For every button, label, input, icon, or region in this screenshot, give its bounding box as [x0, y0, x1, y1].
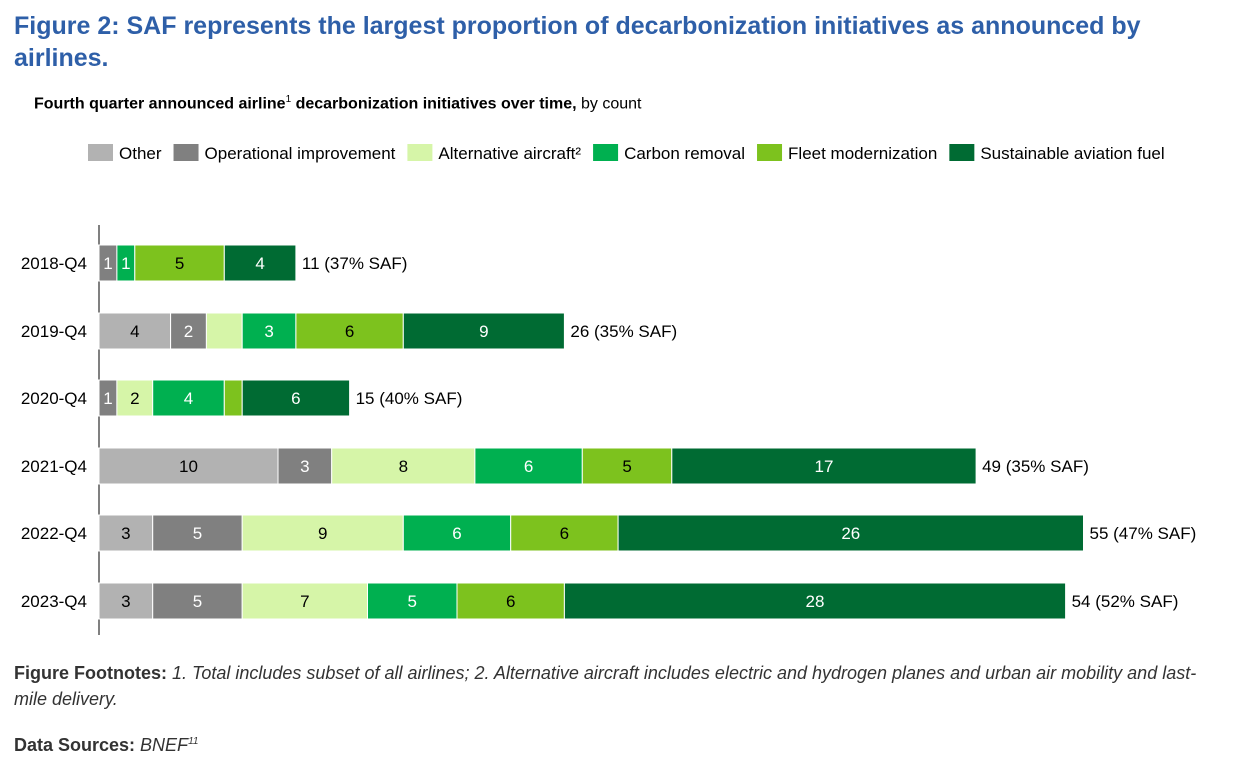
sources-text: BNEF [135, 735, 189, 755]
bar-segment-4-3 [402, 514, 512, 552]
bar-segment-5-3 [367, 582, 458, 620]
total-label-4: 55 (47% SAF) [1090, 524, 1197, 543]
segment-label-2-1: 1 [103, 389, 112, 408]
segment-label-1-5: 9 [479, 322, 488, 341]
bar-segment-3-2 [331, 447, 476, 485]
segment-label-1-1: 2 [184, 322, 193, 341]
category-label-1: 2019-Q4 [21, 322, 87, 341]
segment-label-4-3: 6 [452, 524, 461, 543]
bar-segment-3-5 [671, 447, 977, 485]
segment-label-5-1: 5 [193, 592, 202, 611]
bar-segment-5-0 [98, 582, 154, 620]
bar-segment-2-3 [152, 379, 225, 417]
figure-footnotes: Figure Footnotes: 1. Total includes subs… [14, 660, 1219, 712]
bar-segment-3-0 [98, 447, 279, 485]
legend-label-5: Sustainable aviation fuel [980, 144, 1164, 163]
segment-label-2-2: 2 [130, 389, 139, 408]
bar-segment-5-4 [456, 582, 565, 620]
segment-label-0-3: 1 [121, 254, 130, 273]
subtitle-bold: Fourth quarter announced airline [34, 95, 286, 113]
segment-label-4-2: 9 [318, 524, 327, 543]
segment-label-4-5: 26 [841, 524, 860, 543]
category-label-2: 2020-Q4 [21, 389, 87, 408]
segment-label-2-5: 6 [291, 389, 300, 408]
bar-segment-1-1 [170, 312, 207, 350]
segment-label-1-3: 3 [264, 322, 273, 341]
sources-label: Data Sources: [14, 735, 136, 755]
legend-label-3: Carbon removal [624, 144, 745, 163]
segment-label-4-4: 6 [560, 524, 569, 543]
sources-superscript: 11 [188, 736, 199, 747]
total-label-3: 49 (35% SAF) [982, 457, 1089, 476]
segment-label-1-0: 4 [130, 322, 139, 341]
stacked-bar-chart: Other Operational improvement Alternative … [21, 144, 1197, 635]
bar-segment-5-2 [241, 582, 368, 620]
total-label-5: 54 (52% SAF) [1072, 592, 1179, 611]
segment-label-0-4: 5 [175, 254, 184, 273]
segment-label-3-3: 6 [524, 457, 533, 476]
segment-label-1-4: 6 [345, 322, 354, 341]
subtitle-bold-continued: decarbonization initiatives over time, [291, 95, 577, 113]
bar-segment-0-5 [223, 244, 297, 282]
legend-swatch-5 [949, 144, 975, 161]
legend-label-2: Alternative aircraft² [438, 144, 581, 163]
footnotes-text: 1. Total includes subset of all airlines… [14, 663, 1197, 709]
data-sources: Data Sources: BNEF11 [14, 730, 198, 757]
legend-swatch-4 [757, 144, 783, 161]
legend-label-1: Operational improvement [205, 144, 396, 163]
total-label-1: 26 (35% SAF) [570, 322, 677, 341]
legend-swatch-0 [88, 144, 113, 161]
bar-segment-0-4 [134, 244, 225, 282]
legend-label-4: Fleet modernization [788, 144, 937, 163]
segment-label-4-1: 5 [193, 524, 202, 543]
segment-label-2-3: 4 [184, 389, 193, 408]
chart-subtitle: Fourth quarter announced airline1 decarb… [34, 90, 641, 114]
total-label-2: 15 (40% SAF) [356, 389, 463, 408]
category-label-0: 2018-Q4 [21, 254, 87, 273]
bar-segment-2-4 [223, 379, 243, 417]
bar-segment-1-3 [241, 312, 297, 350]
bar-segment-1-2 [205, 312, 243, 350]
segment-label-5-2: 7 [300, 592, 309, 611]
category-label-4: 2022-Q4 [21, 524, 87, 543]
bar-segment-1-0 [98, 312, 172, 350]
segment-label-3-2: 8 [399, 457, 408, 476]
segment-label-4-0: 3 [121, 524, 130, 543]
total-label-0: 11 (37% SAF) [302, 254, 408, 273]
segment-label-5-4: 6 [506, 592, 515, 611]
segment-label-0-5: 4 [255, 254, 264, 273]
bar-segment-1-5 [402, 312, 565, 350]
segment-label-0-1: 1 [103, 254, 112, 273]
segment-label-5-0: 3 [121, 592, 130, 611]
bar-segment-4-0 [98, 514, 154, 552]
segment-label-3-1: 3 [300, 457, 309, 476]
bar-segment-3-1 [277, 447, 333, 485]
subtitle-unit: by count [576, 95, 642, 113]
segment-label-3-4: 5 [622, 457, 631, 476]
legend-swatch-3 [593, 144, 619, 161]
bar-segment-4-5 [617, 514, 1084, 552]
legend-label-0: Other [119, 144, 162, 163]
bar-segment-2-2 [116, 379, 154, 417]
legend-swatch-2 [407, 144, 433, 161]
footnotes-label: Figure Footnotes: [14, 663, 167, 683]
segment-label-5-3: 5 [408, 592, 417, 611]
category-label-5: 2023-Q4 [21, 592, 87, 611]
category-label-3: 2021-Q4 [21, 457, 87, 476]
bar-segment-5-5 [563, 582, 1067, 620]
legend-swatch-1 [173, 144, 199, 161]
segment-label-5-5: 28 [806, 592, 825, 611]
segment-label-3-0: 10 [179, 457, 198, 476]
segment-label-3-5: 17 [814, 457, 833, 476]
subtitle-superscript: 1 [285, 94, 292, 105]
bar-segment-2-5 [241, 379, 351, 417]
figure-title: Figure 2: SAF represents the largest pro… [14, 12, 1141, 72]
